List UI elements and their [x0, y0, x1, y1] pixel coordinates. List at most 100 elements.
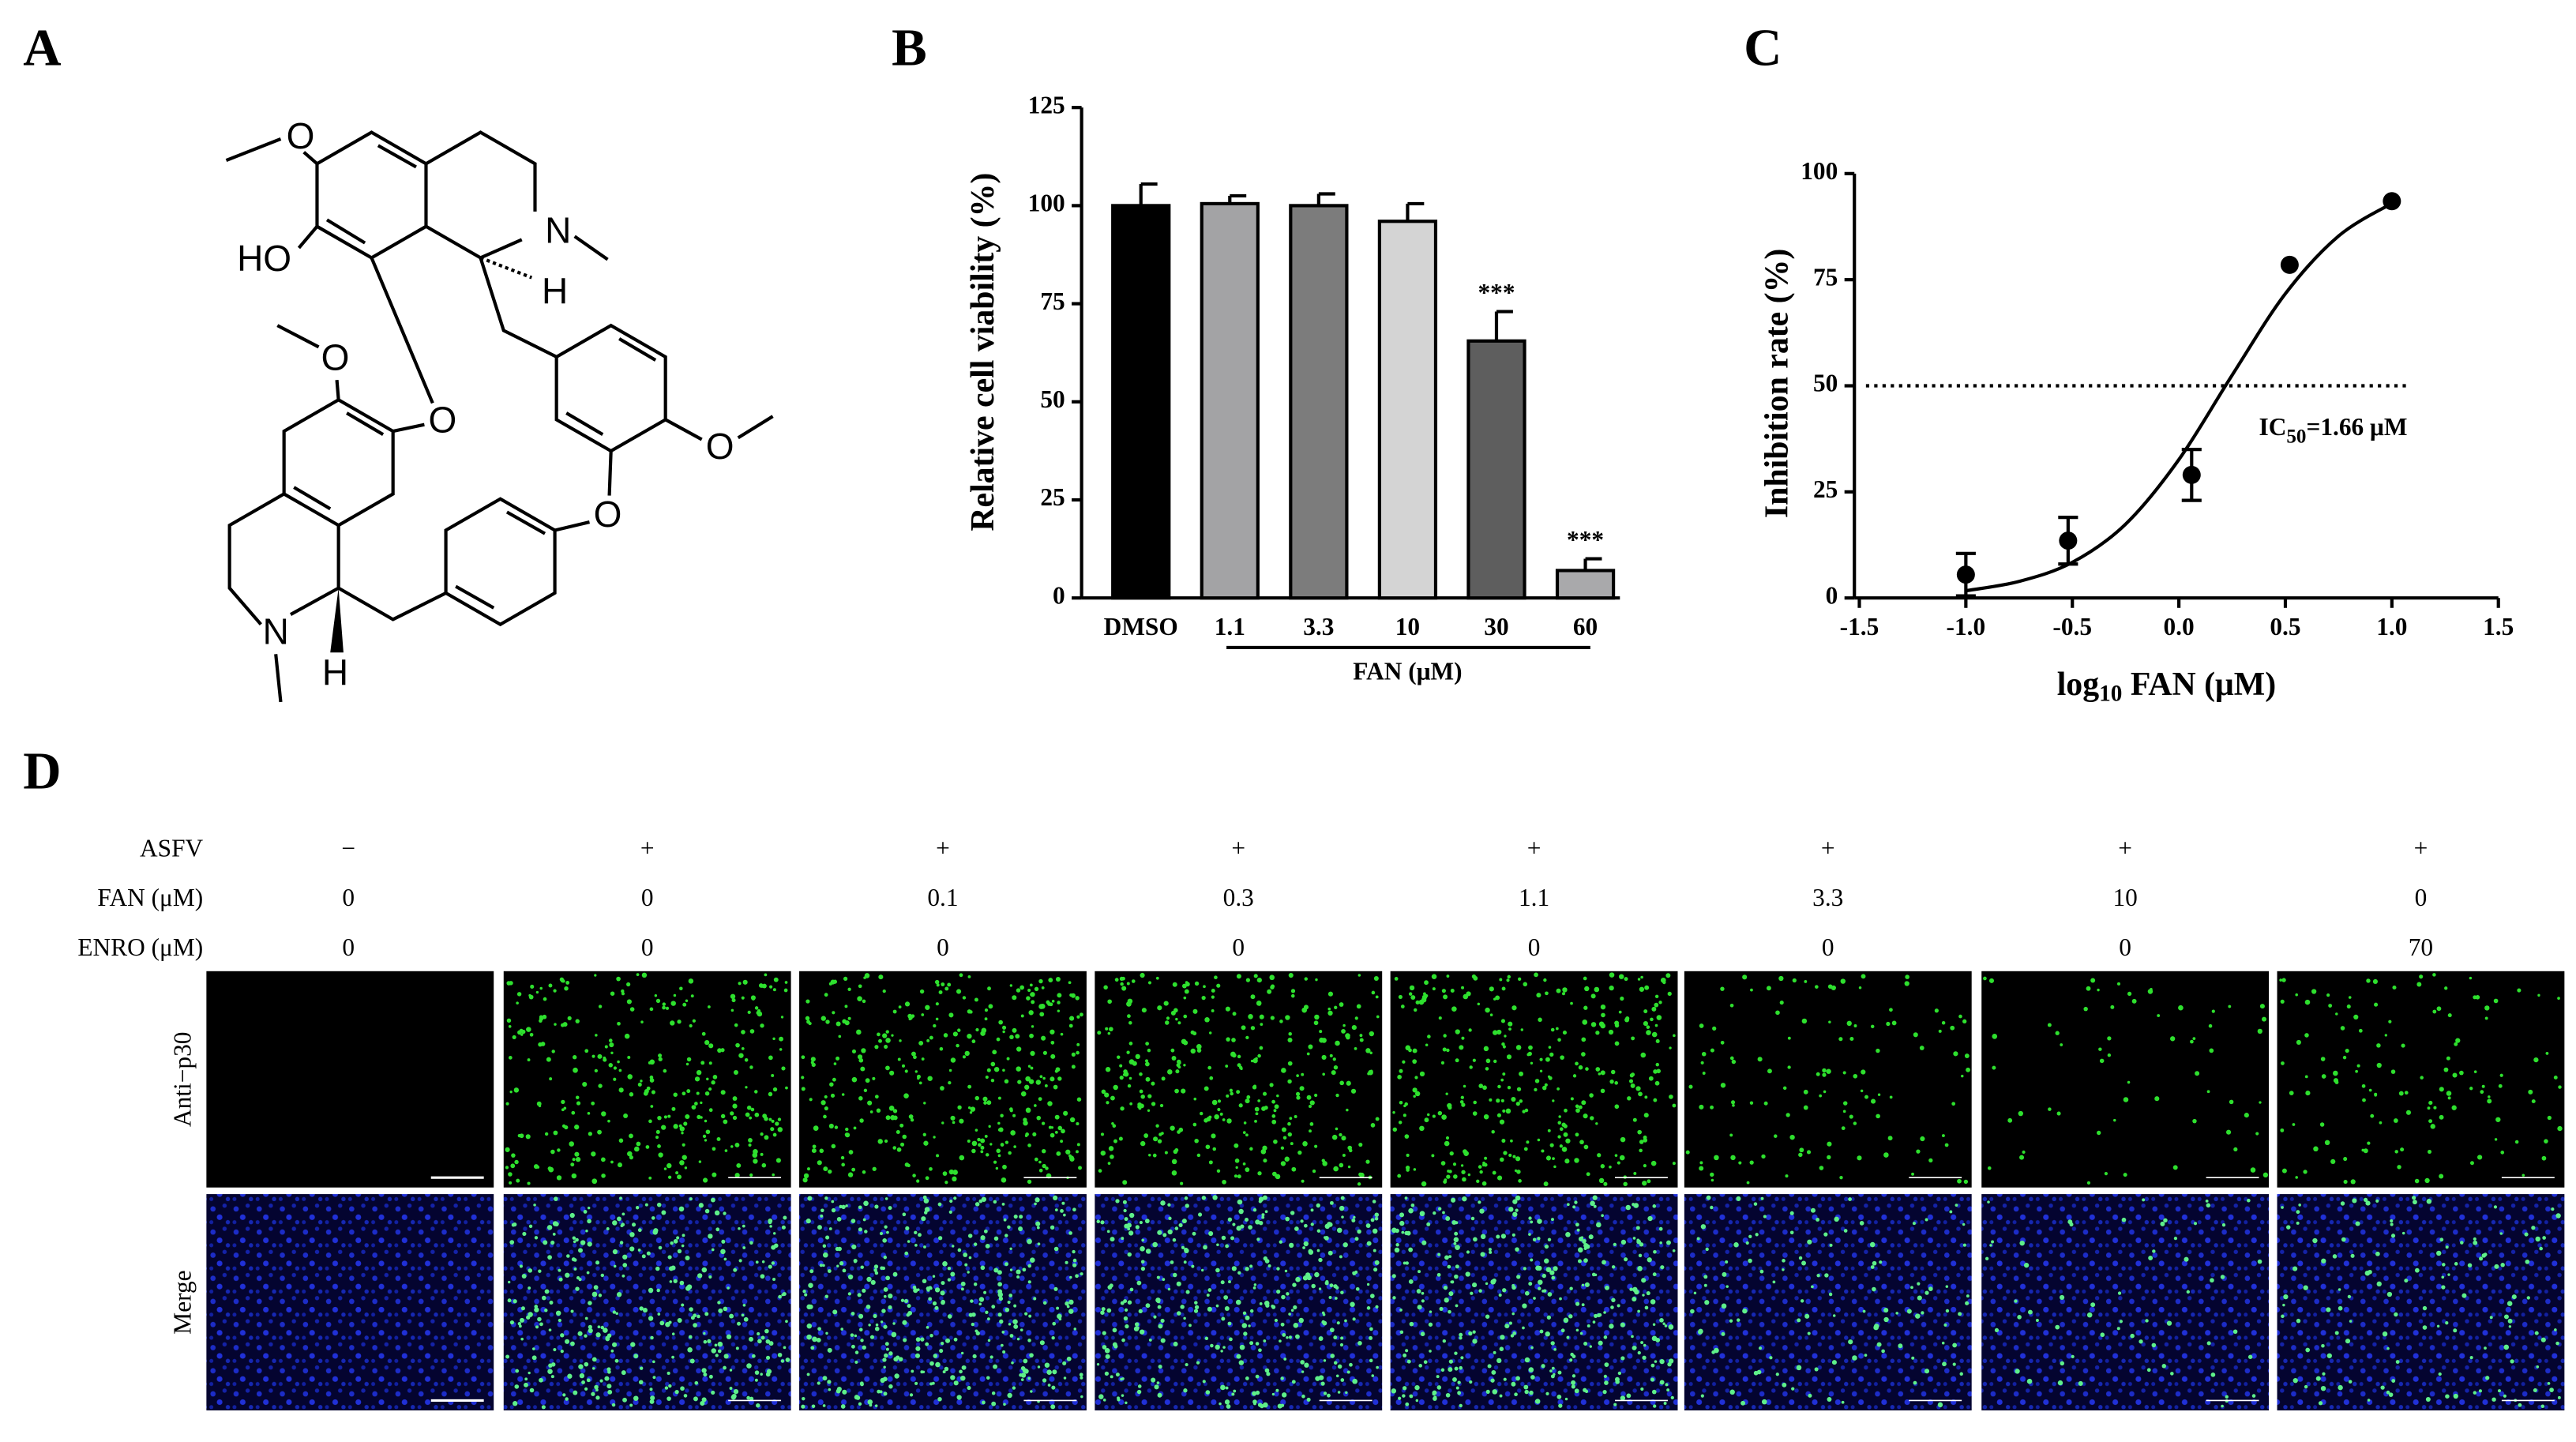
fluorescent-cell	[1858, 986, 1862, 989]
fluorescent-cell	[1010, 1130, 1016, 1136]
fluorescent-cell	[1287, 1079, 1292, 1084]
fluorescent-cell	[1370, 1294, 1375, 1298]
fluorescent-cell	[1057, 993, 1062, 998]
fluorescent-cell	[1029, 983, 1033, 987]
fluorescent-cell	[1140, 972, 1145, 978]
fluorescent-cell	[665, 1322, 670, 1327]
micrograph	[206, 971, 494, 1188]
fluorescent-cell	[741, 996, 745, 1000]
fluorescent-cell	[2303, 1170, 2308, 1174]
fluorescent-cell	[1524, 1108, 1529, 1113]
fluorescent-cell	[1037, 1242, 1041, 1246]
fluorescent-cell	[2107, 1053, 2112, 1057]
fluorescent-cell	[1373, 1267, 1378, 1272]
fluorescent-cell	[806, 1323, 813, 1329]
fluorescent-cell	[2473, 1070, 2477, 1073]
fluorescent-cell	[514, 1384, 520, 1389]
fluorescent-cell	[1512, 1155, 1516, 1158]
fluorescent-cell	[1583, 1113, 1588, 1119]
fluorescent-cell	[2522, 1174, 2525, 1177]
fluorescent-cell	[956, 1043, 959, 1048]
fluorescent-cell	[1870, 1265, 1875, 1269]
fluorescent-cell	[869, 1403, 873, 1407]
fluorescent-cell	[1526, 1140, 1530, 1144]
fluorescent-cell	[1468, 1028, 1472, 1032]
fluorescent-cell	[1022, 1267, 1027, 1272]
fluorescent-cell	[1721, 1303, 1727, 1309]
fluorescent-cell	[1402, 1386, 1407, 1391]
fluorescent-cell	[693, 1396, 698, 1402]
fluorescent-cell	[1811, 1285, 1814, 1289]
fluorescent-cell	[923, 1140, 929, 1146]
fluorescent-cell	[2225, 1395, 2229, 1399]
fluorescent-cell	[677, 1249, 682, 1254]
fluorescent-cell	[2078, 1380, 2083, 1386]
fluorescent-cell	[648, 1176, 652, 1180]
fluorescent-cell	[1262, 1145, 1267, 1151]
fluorescent-cell	[1943, 1323, 1947, 1327]
fluorescent-cell	[1250, 994, 1256, 1000]
fluorescent-cell	[2557, 997, 2560, 1000]
fluorescent-cell	[806, 1167, 810, 1171]
fluorescent-cell	[1455, 1304, 1459, 1308]
fluorescent-cell	[574, 1151, 580, 1157]
fluorescent-cell	[1256, 1001, 1262, 1006]
fluorescent-cell	[1048, 978, 1053, 983]
fluorescent-cell	[1654, 1002, 1659, 1008]
fluorescent-cell	[2163, 1218, 2168, 1223]
condition-value: +	[1821, 834, 1835, 862]
fluorescent-cell	[1789, 1230, 1794, 1235]
fluorescent-cell	[927, 1076, 933, 1081]
fluorescent-cell	[1653, 1098, 1658, 1102]
fluorescent-cell	[834, 1125, 839, 1129]
fluorescent-cell	[2151, 1342, 2157, 1348]
fluorescent-cell	[649, 1007, 654, 1012]
fluorescent-cell	[509, 981, 513, 986]
fluorescent-cell	[1248, 1225, 1253, 1230]
fluorescent-cell	[1062, 1361, 1067, 1365]
fluorescent-cell	[659, 1320, 665, 1326]
fluorescent-cell	[1076, 1042, 1080, 1046]
fluorescent-cell	[621, 989, 625, 993]
fluorescent-cell	[2364, 1270, 2371, 1276]
fluorescent-cell	[582, 1081, 588, 1087]
fluorescent-cell	[1216, 983, 1221, 988]
fluorescent-cell	[2374, 1094, 2377, 1097]
fluorescent-cell	[991, 1401, 997, 1406]
fluorescent-cell	[1139, 1089, 1143, 1094]
fluorescent-cell	[1120, 982, 1124, 986]
fluorescent-cell	[2127, 991, 2132, 997]
fluorescent-cell	[2116, 1327, 2120, 1331]
fluorescent-cell	[780, 1359, 785, 1363]
fluorescent-cell	[1632, 1297, 1637, 1302]
fluorescent-cell	[757, 1339, 762, 1344]
fluorescent-cell	[1369, 1069, 1373, 1073]
fluorescent-cell	[505, 1147, 510, 1152]
fluorescent-cell	[2401, 1231, 2405, 1235]
fluorescent-cell	[1231, 1266, 1237, 1271]
fluorescent-cell	[1549, 1270, 1555, 1275]
fluorescent-cell	[936, 983, 940, 987]
fluorescent-cell	[921, 1057, 925, 1061]
fluorescent-cell	[1410, 1203, 1415, 1207]
fluorescent-cell	[675, 1171, 679, 1175]
fluorescent-cell	[1405, 1165, 1410, 1170]
fluorescent-cell	[716, 1136, 721, 1141]
fluorescent-cell	[1004, 1079, 1009, 1084]
fluorescent-cell	[1547, 1292, 1553, 1297]
fluorescent-cell	[1050, 1076, 1055, 1082]
fluorescent-cell	[1620, 1356, 1625, 1361]
fluorescent-cell	[1822, 1072, 1827, 1077]
fluorescent-cell	[741, 1313, 745, 1317]
fluorescent-cell	[734, 1173, 740, 1178]
fluorescent-cell	[1034, 1104, 1037, 1107]
fluorescent-cell	[587, 1206, 591, 1210]
fluorescent-cell	[1001, 1202, 1005, 1206]
fluorescent-cell	[1110, 1095, 1115, 1101]
fluorescent-cell	[934, 1305, 939, 1310]
fluorescent-cell	[621, 1212, 625, 1216]
fluorescent-cell	[2160, 1221, 2165, 1226]
fluorescent-cell	[802, 1177, 808, 1183]
fluorescent-cell	[1030, 993, 1033, 997]
fluorescent-cell	[2321, 1258, 2326, 1264]
